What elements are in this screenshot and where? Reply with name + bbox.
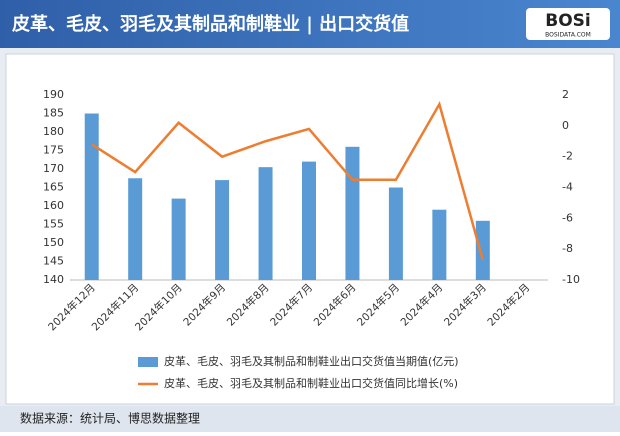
bar: [215, 180, 230, 280]
logo-box: [526, 8, 610, 40]
y-tick-label: 175: [43, 144, 64, 157]
y2-tick-label: -8: [562, 242, 573, 255]
legend-label: 皮革、毛皮、羽毛及其制品和制鞋业出口交货值当期值(亿元): [164, 354, 459, 368]
footer-bar: [0, 406, 620, 432]
bar: [171, 198, 186, 280]
y2-tick-label: 0: [562, 119, 569, 132]
y-tick-label: 180: [43, 125, 64, 138]
page-title: 皮革、毛皮、羽毛及其制品和制鞋业 | 出口交货值: [12, 13, 409, 35]
line: [91, 101, 485, 261]
y2-tick-label: -2: [562, 150, 573, 163]
bar: [84, 113, 99, 280]
y2-tick-label: 2: [562, 88, 569, 101]
bar: [128, 178, 143, 280]
y-tick-label: 150: [43, 236, 64, 249]
y-tick-label: 140: [43, 273, 64, 286]
legend-swatch: [138, 357, 158, 367]
logo-site: BOSIDATA.COM: [545, 32, 591, 39]
bar: [475, 220, 490, 280]
bar: [388, 187, 403, 280]
y2-tick-label: -6: [562, 211, 573, 224]
y-tick-label: 190: [43, 88, 64, 101]
y-tick-label: 165: [43, 181, 64, 194]
y-tick-label: 170: [43, 162, 64, 175]
bar: [258, 167, 273, 280]
y-tick-label: 155: [43, 218, 64, 231]
y-tick-label: 185: [43, 107, 64, 120]
y-tick-label: 160: [43, 199, 64, 212]
footer-source: 数据来源：统计局、博思数据整理: [20, 411, 200, 426]
y2-tick-label: -4: [562, 181, 573, 194]
y-tick-label: 145: [43, 255, 64, 268]
header-bar: [0, 0, 620, 48]
bar: [432, 209, 447, 280]
y2-tick-label: -10: [562, 273, 580, 286]
logo: BOSi: [545, 11, 590, 31]
bar: [302, 161, 316, 280]
legend-label: 皮革、毛皮、羽毛及其制品和制鞋业出口交货值同比增长(%): [164, 376, 458, 390]
bar: [345, 146, 360, 280]
